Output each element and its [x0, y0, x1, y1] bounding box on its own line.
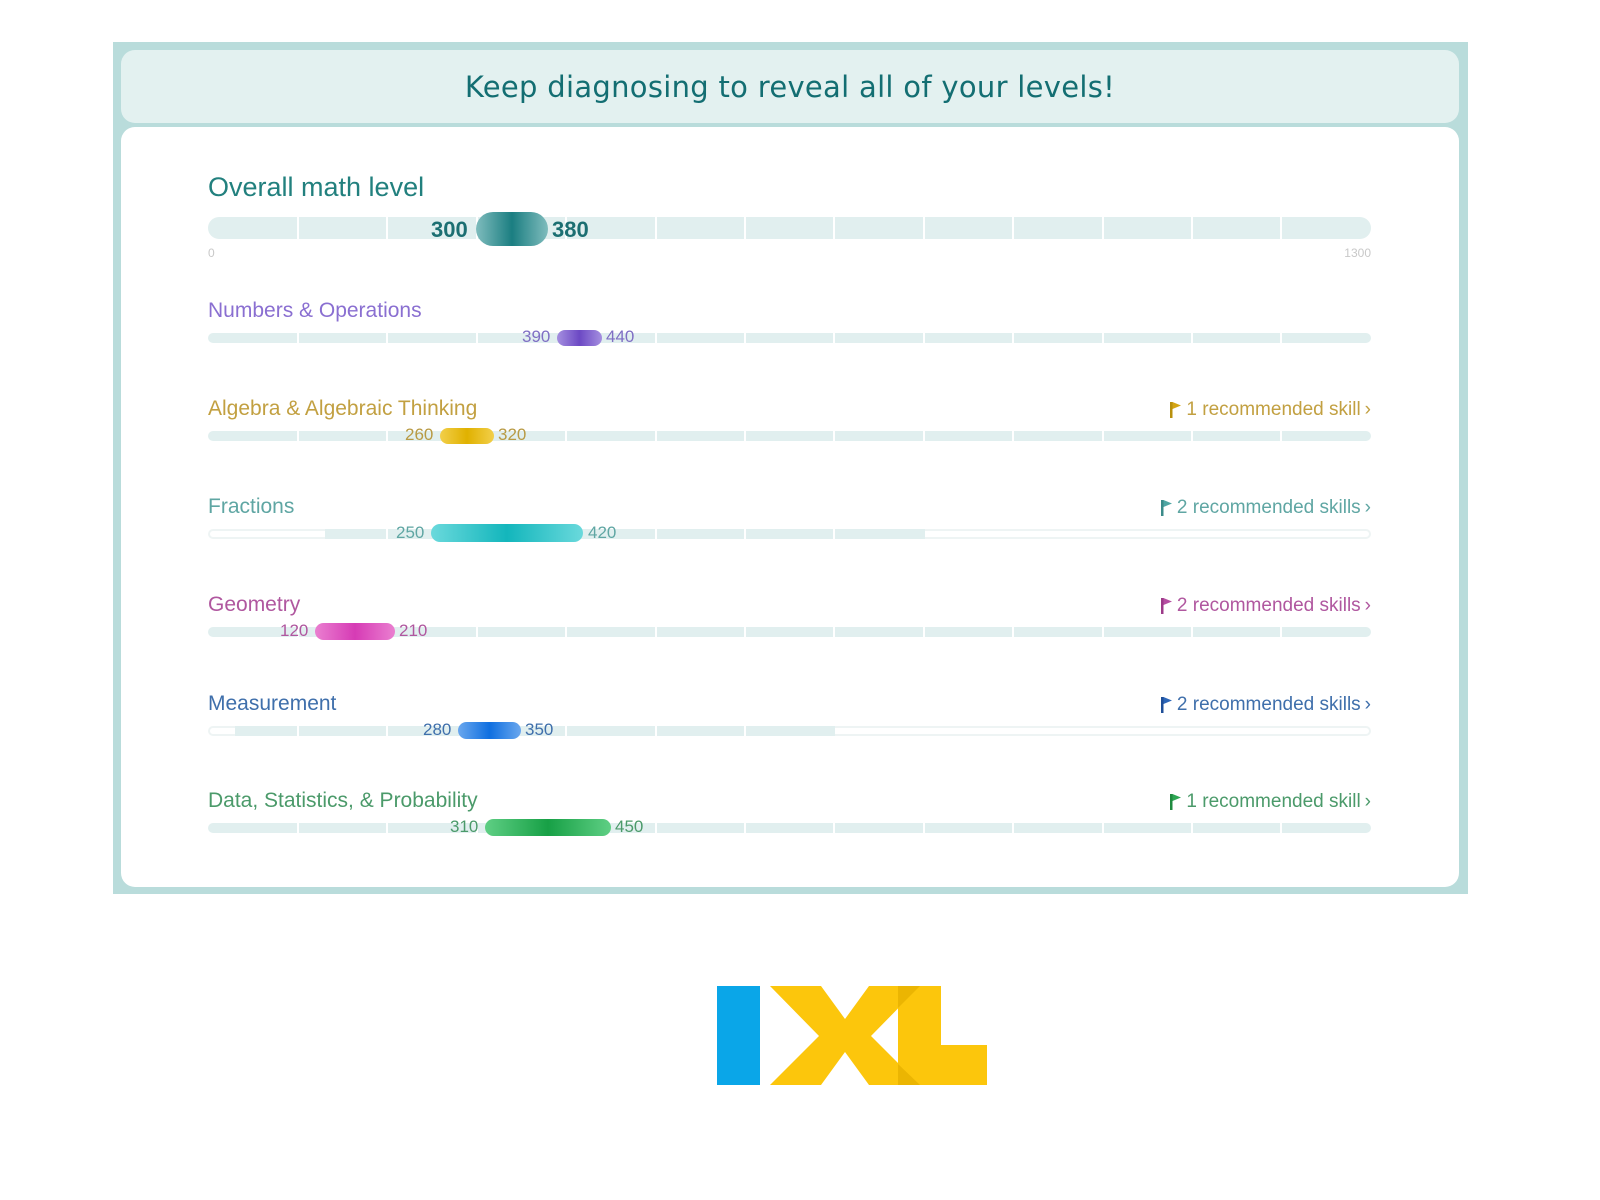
recommended-skills-text: 2 recommended skills — [1176, 595, 1361, 616]
strand-high: 210 — [399, 621, 428, 640]
diagnostic-levels-card: Keep diagnosing to reveal all of your le… — [113, 42, 1468, 894]
strand-track — [208, 529, 1371, 539]
recommended-skills-text: 1 recommended skill — [1186, 399, 1361, 420]
strand-low: 310 — [450, 817, 479, 836]
levels-panel: Overall math level 300 380 0 1300 Number… — [121, 127, 1459, 887]
strand-row-algebra[interactable]: Algebra & Algebraic Thinking 1 recommend… — [208, 397, 1371, 457]
strand-range-pill — [431, 524, 583, 542]
strand-range-pill — [440, 428, 494, 444]
strand-track — [208, 333, 1371, 343]
recommended-skills-text: 2 recommended skills — [1176, 497, 1361, 518]
strand-range-pill — [485, 819, 611, 836]
strand-title: Numbers & Operations — [208, 299, 422, 322]
strand-range-pill — [557, 330, 602, 346]
flag-icon — [1170, 794, 1182, 810]
overall-level-high: 380 — [552, 217, 589, 242]
strand-high: 450 — [615, 817, 644, 836]
overall-level-title: Overall math level — [208, 172, 425, 202]
recommended-skills-link[interactable]: 2 recommended skills › — [1159, 595, 1371, 617]
banner: Keep diagnosing to reveal all of your le… — [121, 50, 1459, 123]
strand-high: 320 — [498, 425, 527, 444]
strand-row-numbers-operations[interactable]: Numbers & Operations 390 440 — [208, 299, 1371, 359]
flag-icon — [1160, 500, 1172, 516]
overall-level-row: Overall math level 300 380 0 1300 — [208, 172, 1371, 262]
strand-range-pill — [315, 623, 395, 640]
recommended-skills-link[interactable]: 1 recommended skill › — [1168, 791, 1371, 813]
recommended-skills-text: 2 recommended skills — [1176, 694, 1361, 715]
recommended-skills-text: 1 recommended skill — [1186, 791, 1361, 812]
strand-low: 120 — [280, 621, 309, 640]
chevron-right-icon: › — [1364, 694, 1371, 715]
strand-track — [208, 726, 1371, 736]
strand-low: 390 — [522, 327, 551, 346]
strand-low: 250 — [396, 523, 425, 542]
strand-row-measurement[interactable]: Measurement 2 recommended skills › 280 3… — [208, 692, 1371, 752]
axis-max-label: 1300 — [1344, 246, 1371, 260]
strand-range-pill — [458, 722, 521, 739]
flag-icon — [1170, 402, 1182, 418]
strand-title: Fractions — [208, 495, 295, 518]
chevron-right-icon: › — [1364, 595, 1371, 616]
banner-text: Keep diagnosing to reveal all of your le… — [464, 69, 1116, 104]
chevron-right-icon: › — [1364, 399, 1371, 420]
recommended-skills-link[interactable]: 1 recommended skill › — [1168, 399, 1371, 421]
strand-high: 440 — [606, 327, 635, 346]
strand-high: 420 — [588, 523, 617, 542]
axis-min-label: 0 — [208, 246, 215, 260]
flag-icon — [1160, 598, 1172, 614]
recommended-skills-link[interactable]: 2 recommended skills › — [1159, 497, 1371, 519]
chevron-right-icon: › — [1364, 791, 1371, 812]
overall-level-range-pill — [476, 212, 548, 246]
strand-title: Data, Statistics, & Probability — [208, 789, 478, 812]
strand-row-geometry[interactable]: Geometry 2 recommended skills › 120 210 — [208, 593, 1371, 653]
strand-track — [208, 431, 1371, 441]
flag-icon — [1160, 697, 1172, 713]
strand-row-data-statistics-probability[interactable]: Data, Statistics, & Probability 1 recomm… — [208, 789, 1371, 849]
strand-title: Geometry — [208, 593, 301, 616]
strand-low: 280 — [423, 720, 452, 739]
recommended-skills-link[interactable]: 2 recommended skills › — [1159, 694, 1371, 716]
strand-row-fractions[interactable]: Fractions 2 recommended skills › 250 420 — [208, 495, 1371, 555]
strand-low: 260 — [405, 425, 434, 444]
strand-title: Measurement — [208, 692, 337, 715]
chevron-right-icon: › — [1364, 497, 1371, 518]
ixl-logo — [717, 986, 987, 1085]
strand-title: Algebra & Algebraic Thinking — [208, 397, 478, 420]
overall-level-low: 300 — [431, 217, 468, 242]
strand-high: 350 — [525, 720, 554, 739]
strand-track — [208, 823, 1371, 833]
overall-level-track — [208, 217, 1371, 239]
